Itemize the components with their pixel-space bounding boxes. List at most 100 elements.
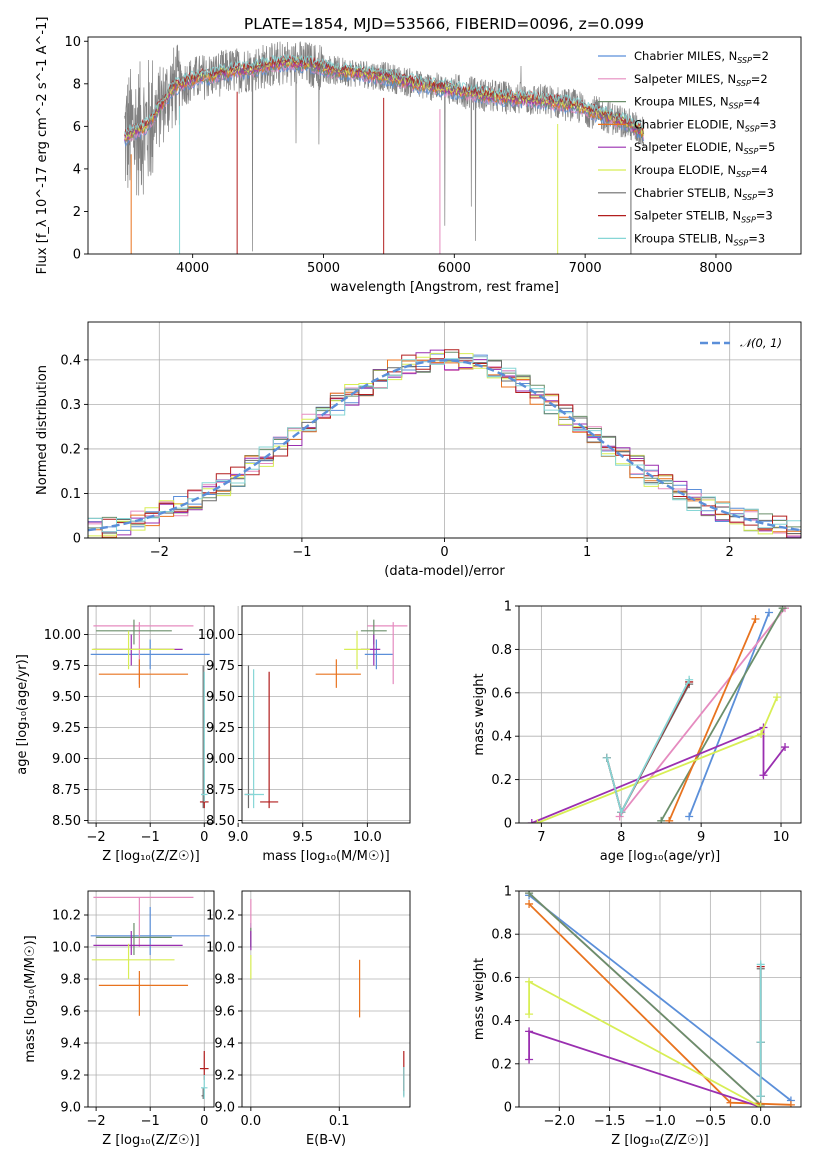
weight-line-2: [660, 607, 784, 822]
y-tick-label: 0.1: [60, 487, 81, 502]
axes-frame: [87, 890, 215, 1108]
x-tick-label: −1: [141, 1114, 160, 1129]
weight-line-3: [668, 618, 757, 822]
weight-marker-3: [525, 899, 534, 908]
gaussian-curve: [88, 359, 801, 532]
x-axis-label: mass [log₁₀(M/M☉)]: [262, 849, 389, 864]
y-tick-label: 0.6: [491, 971, 512, 986]
x-tick-label: 0: [440, 545, 448, 560]
axes-frame: [87, 605, 215, 824]
x-tick-label: −0.5: [695, 1114, 727, 1129]
model-spectrum-8: [124, 53, 644, 136]
weight-line-4: [531, 726, 786, 823]
x-tick-label: 9: [697, 830, 705, 845]
panel-mass-vs-EBV: 0.0 0.1 9.0 9.2 9.4 9.6 9.8 10.0 10.2 E(B-V): [206, 890, 411, 1148]
x-tick-label: 0.0: [240, 1114, 261, 1129]
y-tick-label: 8.50: [52, 814, 81, 829]
y-tick-label: 10.2: [52, 909, 81, 924]
y-tick-label: 0.4: [491, 730, 512, 745]
weight-marker-0: [685, 812, 694, 821]
y-tick-label: 10.2: [206, 909, 235, 924]
x-axis-label: E(B-V): [306, 1133, 346, 1148]
x-tick-label: 7: [537, 830, 545, 845]
x-axis-label: Z [log₁₀(Z/Z☉)]: [102, 849, 199, 864]
y-tick-label: 10.0: [52, 941, 81, 956]
y-tick-label: 10.00: [44, 628, 81, 643]
axes-frame: [518, 605, 802, 824]
weight-marker-0: [765, 608, 774, 617]
y-tick-label: 4: [73, 162, 81, 177]
panel-mass-weight-vs-age: 7 8 9 10 0 0.2 0.4 0.6 0.8 1 age [log₁₀(age/yr)] ma…: [472, 600, 802, 864]
y-tick-label: 0.8: [491, 643, 512, 658]
y-tick-label: 1: [504, 885, 512, 900]
y-tick-label: 0.6: [491, 686, 512, 701]
y-axis-label: mass weight: [472, 958, 487, 1040]
x-tick-label: 8000: [699, 261, 732, 276]
y-axis-label: mass weight: [472, 673, 487, 755]
axes-frame: [518, 890, 802, 1108]
plot-area: [244, 619, 408, 809]
y-tick-label: 0: [73, 248, 81, 263]
panel-spectrum: 4000 5000 6000 7000 8000 0 2 4 6 8 10 wavelength [A…: [35, 17, 802, 295]
x-tick-label: −1: [292, 545, 311, 560]
y-tick-label: 10: [64, 35, 81, 50]
y-tick-label: 9.00: [52, 752, 81, 767]
weight-marker-4: [527, 819, 536, 823]
x-tick-label: −1: [141, 830, 160, 845]
legend-label-1: Salpeter MILES, NSSP=2: [634, 72, 768, 88]
x-axis-label: (data-model)/error: [384, 564, 505, 579]
weight-marker-3: [726, 1098, 735, 1107]
y-axis-label: Flux [f_λ 10^-17 erg cm^-2 s^-1 A^-1]: [35, 17, 50, 275]
y-tick-label: 8.75: [206, 783, 235, 798]
legend-label-5: Kroupa ELODIE, NSSP=4: [634, 163, 768, 179]
x-tick-label: −2.0: [543, 1114, 575, 1129]
y-axis-label: Normed distribution: [35, 365, 50, 495]
y-tick-label: 9.2: [60, 1069, 81, 1084]
y-tick-label: 9.2: [214, 1069, 235, 1084]
x-tick-label: −2: [87, 1114, 106, 1129]
weight-marker-4: [781, 743, 790, 752]
x-tick-label: 9.0: [228, 830, 249, 845]
weight-marker-2: [657, 816, 666, 823]
weight-marker-5: [525, 977, 534, 986]
legend-label-gaussian: 𝒩(0, 1): [740, 336, 782, 350]
weight-marker-1: [615, 812, 624, 821]
y-tick-label: 0.4: [491, 1014, 512, 1029]
panel-residuals: −2 −1 0 1 2 0 0.1 0.2 0.3 0.4 (data-model)/error No…: [35, 321, 802, 579]
x-tick-label: 0.0: [750, 1114, 771, 1129]
weight-marker-8: [685, 675, 694, 684]
weight-marker-5: [773, 693, 782, 702]
weight-line-2: [528, 892, 762, 1106]
y-tick-label: 0: [504, 1101, 512, 1116]
y-tick-label: 1: [504, 600, 512, 615]
y-tick-label: 0.2: [60, 442, 81, 457]
weight-marker-5: [756, 1103, 765, 1107]
y-tick-label: 9.0: [60, 1101, 81, 1116]
y-tick-label: 0: [73, 532, 81, 547]
legend: Chabrier MILES, NSSP=2 Salpeter MILES, NS…: [598, 49, 776, 247]
x-tick-label: 2: [726, 545, 734, 560]
x-tick-label: 4000: [176, 261, 209, 276]
y-tick-label: 9.4: [214, 1037, 235, 1052]
y-tick-label: 9.50: [206, 690, 235, 705]
plot-area: [527, 606, 790, 823]
x-tick-label: −2: [150, 545, 169, 560]
figure-title: PLATE=1854, MJD=53566, FIBERID=0096, z=0…: [244, 15, 644, 33]
x-tick-label: 0: [200, 830, 208, 845]
y-axis-label: mass [log₁₀(M/M☉)]: [23, 935, 38, 1062]
y-tick-label: 0.3: [60, 398, 81, 413]
x-tick-label: 9.5: [292, 830, 313, 845]
legend-label-8: Kroupa STELIB, NSSP=3: [634, 231, 765, 247]
legend-label-2: Kroupa MILES, NSSP=4: [634, 95, 760, 111]
x-tick-label: 10: [773, 830, 790, 845]
y-axis-label: age [log₁₀(age/yr)]: [15, 654, 30, 775]
weight-marker-3: [786, 1100, 795, 1107]
weight-marker-2: [778, 606, 787, 613]
legend-label-6: Chabrier STELIB, NSSP=3: [634, 186, 774, 202]
panel-mass-weight-vs-Z: −2.0 −1.5 −1.0 −0.5 0.0 0 0.2 0.4 0.6 0.8 1 Z [log₁…: [472, 885, 802, 1148]
y-tick-label: 10.0: [206, 941, 235, 956]
x-axis-label: Z [log₁₀(Z/Z☉)]: [102, 1133, 199, 1148]
residual-histogram-1: [88, 356, 801, 536]
plot-area: [124, 41, 645, 254]
axes-frame: [241, 890, 411, 1108]
